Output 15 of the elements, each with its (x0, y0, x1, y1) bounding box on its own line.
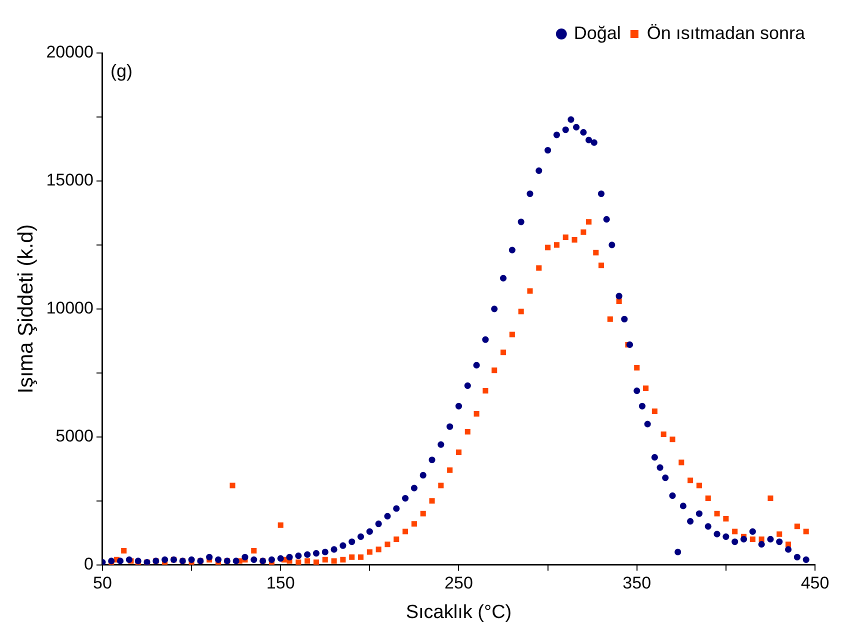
y-tick-label: 10000 (46, 298, 94, 318)
x-tick-label: 350 (622, 574, 652, 593)
y-tick-label: 0 (84, 554, 94, 574)
legend-label: Doğal (574, 22, 621, 43)
x-axis-title: Sıcaklık (°C) (406, 602, 512, 623)
x-tick-label: 50 (93, 574, 112, 593)
y-tick-label: 15000 (46, 170, 94, 190)
y-axis-title: Işıma Şiddeti (k.d) (14, 224, 38, 394)
x-tick-label: 250 (444, 574, 473, 593)
y-tick-label: 20000 (46, 42, 94, 62)
y-tick-label: 5000 (56, 426, 94, 446)
annotation: (g) (110, 60, 132, 81)
x-tick-label: 150 (266, 574, 295, 593)
legend-label: Ön ısıtmadan sonra (646, 22, 806, 43)
x-tick-label: 450 (800, 574, 830, 593)
